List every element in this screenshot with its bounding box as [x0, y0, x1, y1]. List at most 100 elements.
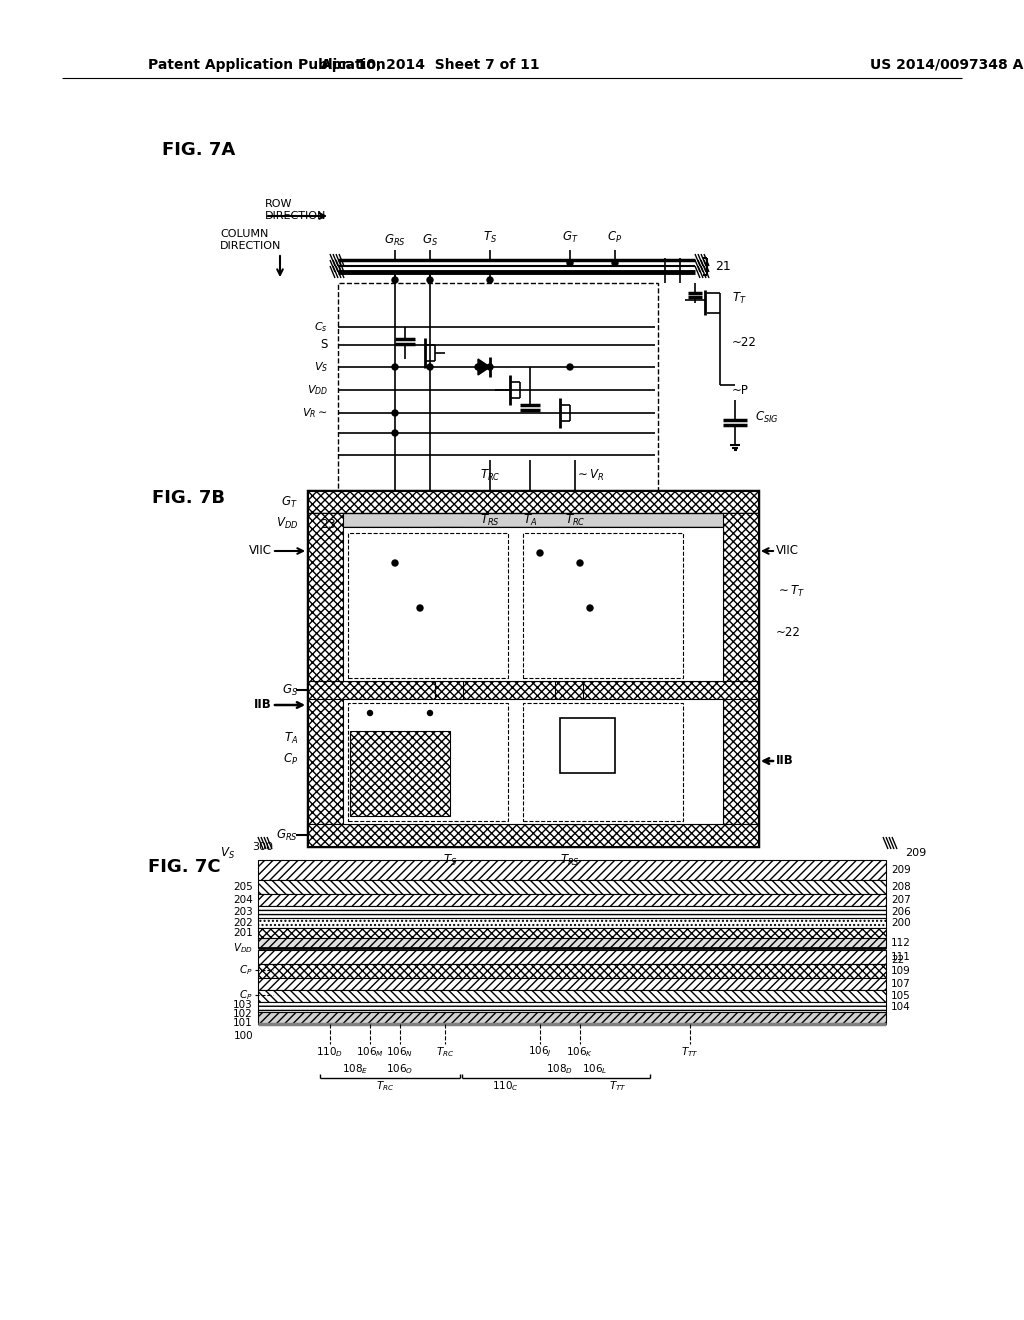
Text: $C_P$: $C_P$	[283, 751, 298, 767]
Text: $110_D$: $110_D$	[316, 1045, 344, 1059]
Bar	[343, 700, 723, 824]
Text: Patent Application Publication: Patent Application Publication	[148, 58, 386, 73]
Text: $106_M$: $106_M$	[356, 1045, 384, 1059]
Text: $\sim V_R$: $\sim V_R$	[575, 467, 605, 483]
Text: $108_E$: $108_E$	[342, 1063, 369, 1076]
Polygon shape	[478, 359, 490, 375]
Text: ~22: ~22	[732, 337, 757, 350]
Text: 202: 202	[233, 917, 253, 928]
Text: 207: 207	[891, 895, 910, 906]
Bar	[258, 861, 886, 880]
Text: IIB: IIB	[776, 755, 794, 767]
Circle shape	[427, 277, 433, 282]
Text: 101: 101	[233, 1018, 253, 1028]
Text: VIIC: VIIC	[249, 544, 272, 557]
Text: $G_{RS}$: $G_{RS}$	[384, 232, 406, 248]
Bar	[308, 513, 343, 824]
Text: $C_P$: $C_P$	[240, 989, 253, 1002]
Text: $T_S$: $T_S$	[443, 853, 457, 867]
Circle shape	[567, 260, 573, 267]
Text: 21: 21	[715, 260, 731, 272]
Circle shape	[487, 277, 493, 282]
Text: $T_{RS}$: $T_{RS}$	[560, 853, 580, 867]
Text: $T_{TT}$: $T_{TT}$	[609, 1080, 627, 1093]
Bar	[435, 527, 463, 824]
Bar	[258, 894, 886, 906]
Text: $106_N$: $106_N$	[386, 1045, 414, 1059]
Text: FIG. 7C: FIG. 7C	[148, 858, 220, 876]
Bar	[723, 513, 758, 824]
Bar	[258, 917, 886, 928]
Text: ROW
DIRECTION: ROW DIRECTION	[265, 199, 327, 220]
Circle shape	[427, 364, 433, 370]
Bar	[258, 906, 886, 917]
Text: $106_K$: $106_K$	[566, 1045, 594, 1059]
Text: $T_A$: $T_A$	[523, 512, 538, 528]
Text: FIG. 7B: FIG. 7B	[152, 488, 225, 507]
Bar	[308, 824, 758, 846]
Text: 201: 201	[233, 928, 253, 939]
Text: S: S	[321, 338, 328, 351]
Text: 103: 103	[233, 1001, 253, 1010]
Text: $T_T$: $T_T$	[732, 290, 746, 305]
Text: COLUMN
DIRECTION: COLUMN DIRECTION	[220, 230, 282, 251]
Text: $T_{RC}$: $T_{RC}$	[436, 1045, 455, 1059]
Circle shape	[392, 560, 398, 566]
Text: $106_L$: $106_L$	[583, 1063, 608, 1076]
Bar	[338, 282, 658, 503]
Circle shape	[612, 260, 618, 267]
Text: IIB: IIB	[254, 698, 272, 711]
Text: 23: 23	[321, 519, 336, 532]
Bar	[258, 1012, 886, 1024]
Circle shape	[587, 605, 593, 611]
Text: $106_O$: $106_O$	[386, 1063, 414, 1076]
Text: 203: 203	[233, 907, 253, 917]
Circle shape	[475, 364, 481, 370]
Circle shape	[392, 411, 398, 416]
Text: $T_{RC}$: $T_{RC}$	[564, 512, 586, 528]
Text: $\sim T_T$: $\sim T_T$	[776, 583, 805, 598]
Text: Apr. 10, 2014  Sheet 7 of 11: Apr. 10, 2014 Sheet 7 of 11	[321, 58, 540, 73]
Bar	[343, 527, 723, 681]
Text: $T_{RS}$: $T_{RS}$	[480, 512, 500, 528]
Text: 209: 209	[891, 865, 910, 875]
Bar	[308, 681, 758, 700]
Bar	[350, 731, 450, 816]
Text: $C_P$: $C_P$	[240, 964, 253, 977]
Text: $C_{SIG}$: $C_{SIG}$	[755, 409, 779, 425]
Text: $V_{DD}$: $V_{DD}$	[307, 383, 328, 397]
Text: 300: 300	[252, 842, 273, 851]
Text: 104: 104	[891, 1002, 910, 1012]
Circle shape	[567, 364, 573, 370]
Text: $V_S$: $V_S$	[220, 845, 234, 861]
Text: $G_S$: $G_S$	[422, 232, 438, 248]
Bar	[258, 939, 886, 948]
Text: $G_T$: $G_T$	[561, 230, 579, 244]
Bar	[555, 527, 583, 824]
Text: $G_T$: $G_T$	[282, 495, 298, 510]
Circle shape	[417, 605, 423, 611]
Bar	[348, 533, 508, 678]
Text: $T_{RC}$: $T_{RC}$	[376, 1080, 394, 1093]
Circle shape	[537, 550, 543, 556]
Text: 112: 112	[891, 939, 911, 948]
Text: $C_s$: $C_s$	[314, 321, 328, 334]
Text: $G_S$: $G_S$	[282, 682, 298, 697]
Text: $106_J$: $106_J$	[528, 1045, 552, 1059]
Text: $V_S$: $V_S$	[313, 360, 328, 374]
Bar	[258, 1002, 886, 1012]
Bar	[258, 950, 886, 964]
Bar	[258, 880, 886, 894]
Text: 109: 109	[891, 966, 910, 975]
Text: $T_{RC}$: $T_{RC}$	[479, 467, 501, 483]
Bar	[560, 718, 615, 774]
Text: 200: 200	[891, 917, 910, 928]
Bar	[348, 704, 508, 821]
Text: 208: 208	[891, 882, 910, 892]
Text: 100: 100	[233, 1031, 253, 1041]
Bar	[308, 513, 758, 527]
Text: FIG. 7A: FIG. 7A	[162, 141, 236, 158]
Text: ~22: ~22	[776, 627, 801, 639]
Bar	[258, 990, 886, 1002]
Text: $C_P$: $C_P$	[607, 230, 623, 244]
